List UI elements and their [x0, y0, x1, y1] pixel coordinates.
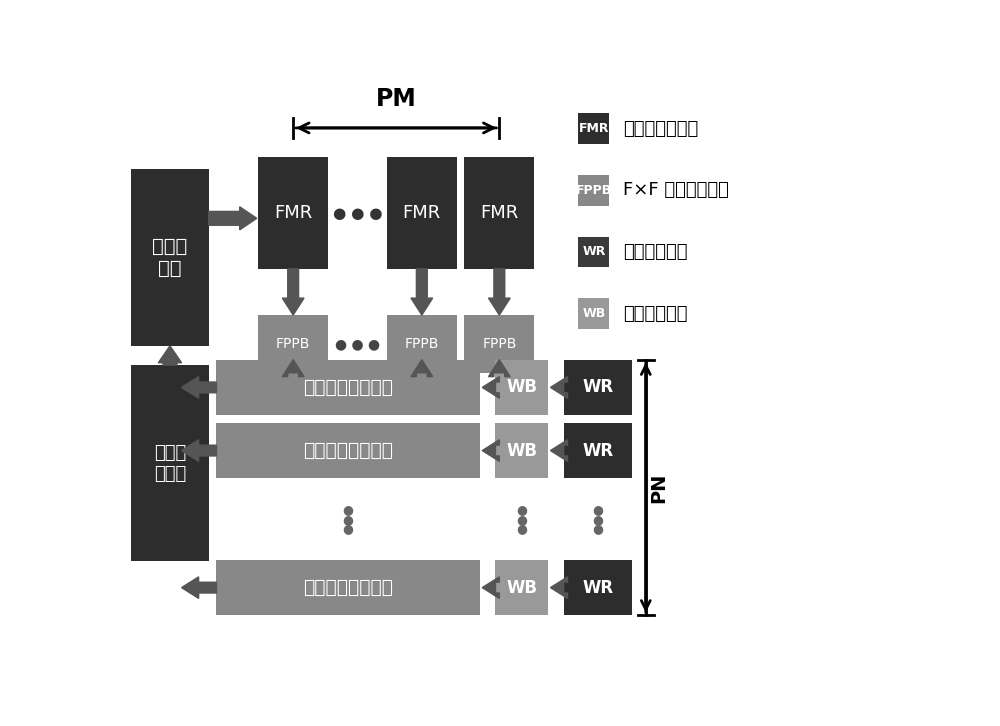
Text: 权重缓存单元: 权重缓存单元 — [623, 304, 688, 322]
Text: WR: WR — [582, 441, 613, 460]
Text: FMR: FMR — [579, 122, 609, 135]
FancyArrow shape — [282, 359, 304, 377]
Bar — [564, 560, 632, 616]
Bar — [258, 158, 328, 269]
Text: PN: PN — [650, 473, 669, 502]
Text: ● ● ●: ● ● ● — [333, 205, 382, 221]
Bar — [216, 359, 480, 415]
Bar — [578, 175, 609, 205]
Bar — [387, 158, 457, 269]
Text: 复合卷积处理单元: 复合卷积处理单元 — [303, 578, 393, 597]
Text: WR: WR — [582, 579, 613, 597]
Text: WR: WR — [582, 245, 606, 258]
Text: FPPB: FPPB — [405, 337, 439, 351]
Text: WB: WB — [506, 441, 537, 460]
Text: WB: WB — [506, 579, 537, 597]
Text: ●: ● — [343, 522, 354, 535]
Text: 数据转
换模块: 数据转 换模块 — [154, 444, 186, 483]
FancyArrow shape — [282, 269, 304, 315]
Text: WB: WB — [582, 307, 606, 320]
FancyArrow shape — [411, 269, 433, 315]
FancyArrow shape — [482, 440, 499, 461]
Bar — [131, 168, 209, 346]
FancyArrow shape — [182, 377, 216, 398]
Bar — [464, 158, 534, 269]
Text: FPPB: FPPB — [482, 337, 517, 351]
Text: FMR: FMR — [274, 204, 312, 222]
FancyArrow shape — [182, 440, 216, 461]
Text: ●: ● — [343, 513, 354, 526]
Bar — [387, 315, 457, 372]
FancyArrow shape — [482, 377, 499, 398]
Bar — [495, 359, 548, 415]
Text: 特征图
缓存: 特征图 缓存 — [152, 237, 188, 278]
FancyArrow shape — [550, 577, 568, 598]
Bar — [131, 365, 209, 561]
Bar — [464, 315, 534, 372]
FancyArrow shape — [482, 577, 499, 598]
Bar — [495, 423, 548, 478]
Text: F×F 乒乓缓存单元: F×F 乒乓缓存单元 — [623, 182, 729, 200]
Text: ●: ● — [592, 503, 603, 516]
Bar — [216, 560, 480, 616]
Bar — [258, 315, 328, 372]
FancyArrow shape — [158, 346, 182, 365]
Text: ●: ● — [592, 513, 603, 526]
Bar — [578, 113, 609, 144]
FancyArrow shape — [411, 359, 433, 377]
Text: ●: ● — [343, 503, 354, 516]
Text: 复合卷积处理单元: 复合卷积处理单元 — [303, 441, 393, 460]
FancyArrow shape — [550, 440, 568, 461]
Text: PM: PM — [376, 87, 417, 111]
Text: FPPB: FPPB — [576, 184, 612, 197]
Text: ●: ● — [516, 503, 527, 516]
Text: ● ● ●: ● ● ● — [335, 337, 380, 351]
Text: 权重存储单元: 权重存储单元 — [623, 243, 688, 261]
Text: FPPB: FPPB — [276, 337, 310, 351]
FancyArrow shape — [209, 207, 257, 230]
Text: FMR: FMR — [480, 204, 518, 222]
FancyArrow shape — [550, 377, 568, 398]
Bar — [578, 237, 609, 267]
Bar — [216, 423, 480, 478]
Bar — [564, 423, 632, 478]
Bar — [564, 359, 632, 415]
Text: FMR: FMR — [403, 204, 441, 222]
FancyArrow shape — [488, 359, 510, 377]
Text: ●: ● — [592, 522, 603, 535]
FancyArrow shape — [488, 269, 510, 315]
FancyArrow shape — [182, 577, 216, 598]
Bar — [578, 298, 609, 329]
Text: ●: ● — [516, 513, 527, 526]
Text: ●: ● — [516, 522, 527, 535]
Bar — [495, 560, 548, 616]
Text: WR: WR — [582, 378, 613, 396]
Text: 特征图存储单元: 特征图存储单元 — [623, 120, 699, 138]
Text: 复合卷积处理单元: 复合卷积处理单元 — [303, 378, 393, 397]
Text: WB: WB — [506, 378, 537, 396]
